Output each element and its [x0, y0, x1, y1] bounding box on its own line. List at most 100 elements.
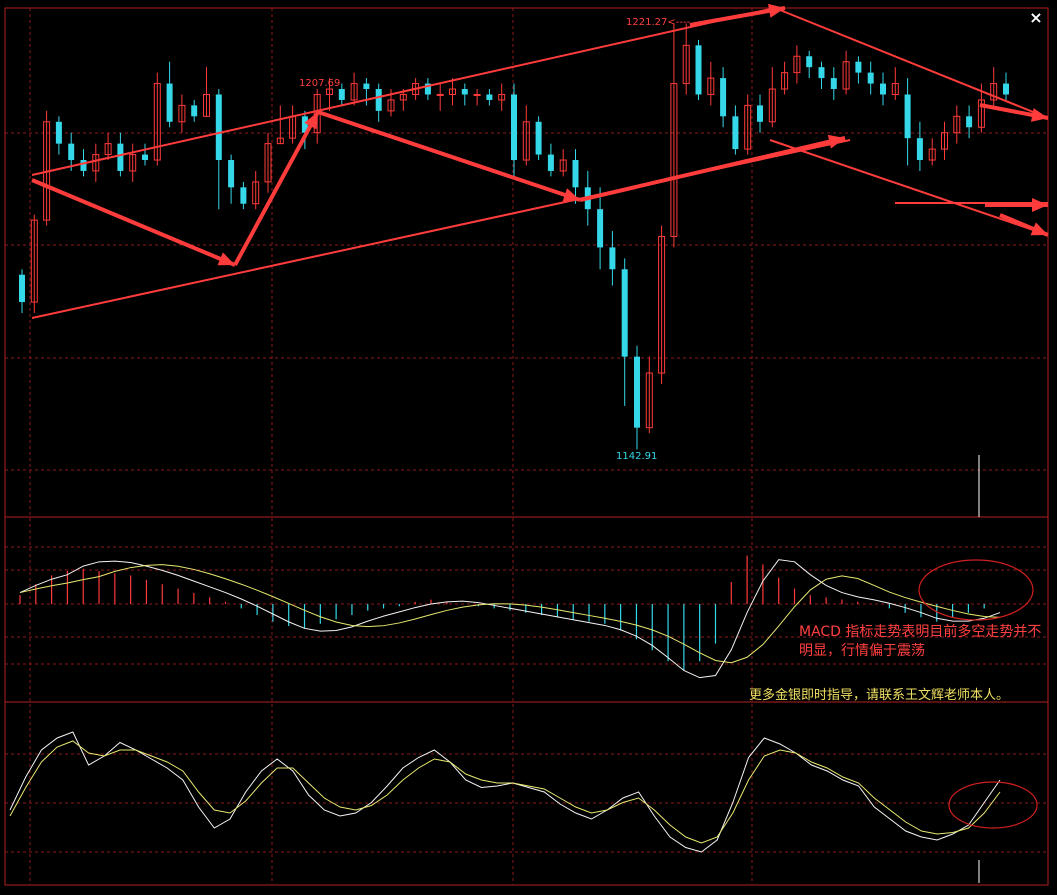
trend-arrow: [31, 178, 236, 267]
candle-body: [142, 154, 148, 161]
candle-body: [461, 89, 468, 95]
candle-body: [338, 89, 345, 100]
candle-body: [621, 269, 628, 357]
candle-body: [486, 94, 493, 100]
arrow-head: [1032, 198, 1048, 212]
price-label-high-2: 1221.27<----: [626, 17, 690, 28]
candle-body: [276, 137, 284, 145]
trend-arrow: [689, 6, 786, 27]
candle-body: [228, 160, 235, 188]
candle-body: [19, 274, 25, 303]
candle-body: [768, 88, 776, 123]
macd-annotation: MACD 指标走势表明目前多空走势并不明显，行情偏于震荡: [799, 624, 1042, 659]
candle-body: [793, 55, 801, 74]
candle-body: [682, 44, 690, 85]
arrow-head: [217, 252, 235, 266]
candle-body: [178, 104, 186, 123]
candle-body: [547, 154, 554, 171]
candle-body: [732, 116, 739, 150]
candle-body: [80, 160, 87, 171]
candle-body: [670, 83, 678, 237]
candle-body: [806, 56, 813, 68]
candle-body: [1003, 83, 1009, 95]
candle-body: [166, 83, 173, 122]
candle-body: [30, 219, 38, 303]
candle-body: [473, 93, 481, 96]
candle-body: [880, 83, 886, 95]
candle-body: [990, 83, 998, 101]
candle-body: [264, 143, 272, 183]
candle-body: [842, 61, 850, 90]
price-label-high-2-pointer: <----: [667, 17, 691, 28]
candle-body: [387, 99, 395, 112]
candle-body: [363, 83, 370, 90]
macd-dif-line: [19, 559, 1001, 679]
candle-body: [855, 61, 862, 73]
candle-body: [757, 105, 763, 122]
candle-body: [658, 235, 666, 374]
oscillator-highlight-circle: [948, 781, 1038, 829]
candle-body: [117, 143, 124, 171]
macd-highlight-circle: [918, 559, 1034, 621]
candle-body: [104, 143, 112, 156]
candle-body: [436, 93, 444, 96]
candle-body: [609, 247, 616, 270]
candle-body: [634, 356, 640, 428]
candle-body: [830, 78, 837, 90]
candle-body: [153, 83, 161, 161]
oscillator-fast-line: [9, 731, 1001, 853]
arrow-head: [304, 112, 318, 130]
trend-arrow: [579, 136, 846, 202]
candle-body: [301, 116, 308, 133]
arrow-head: [1030, 222, 1048, 236]
candle-body: [904, 94, 911, 139]
candle-body: [941, 132, 948, 150]
trend-line-down-lower: [769, 139, 1049, 236]
contact-annotation: 更多金银即时指导，请联系王文辉老师本人。: [749, 688, 1010, 703]
candle-body: [867, 72, 874, 84]
candle-body: [424, 83, 431, 95]
candle-body: [215, 94, 222, 161]
arrow-head: [562, 188, 580, 202]
candle-body: [781, 72, 789, 90]
candle-body: [966, 116, 973, 128]
arrow-head: [1030, 108, 1048, 122]
candle-body: [129, 154, 137, 172]
candle-body: [559, 159, 567, 172]
candle-body: [707, 77, 715, 95]
candle-body: [535, 121, 542, 155]
arrow-head: [768, 3, 785, 18]
candle-body: [350, 83, 358, 101]
price-label-high-1: 1207.69: [299, 78, 341, 89]
candle-body: [645, 372, 653, 429]
candle-body: [191, 105, 198, 117]
candle-body: [498, 93, 506, 101]
arrow-head: [827, 134, 845, 149]
candle-body: [916, 138, 923, 161]
price-label-low-1: 1142.91: [616, 451, 658, 462]
oscillator-slow-line: [9, 740, 1001, 844]
trend-line-down-upper: [774, 7, 1049, 119]
trend-line-upper: [31, 7, 776, 176]
price-label-high-2-value: 1221.27: [626, 17, 668, 28]
candle-body: [695, 45, 702, 95]
candle-body: [375, 89, 382, 111]
candle-body: [522, 121, 530, 161]
trend-arrow: [317, 110, 581, 202]
macd-dea-line: [19, 564, 1001, 664]
chart-frame: [4, 7, 1049, 886]
candle-body: [92, 154, 100, 172]
candle-body: [203, 93, 210, 117]
close-icon[interactable]: ×: [1029, 8, 1043, 27]
trend-arrow: [233, 111, 320, 266]
candle-body: [68, 143, 75, 161]
candle-body: [511, 94, 517, 161]
candle-body: [399, 93, 407, 101]
candle-body: [252, 181, 260, 205]
candle-body: [597, 209, 604, 248]
candle-body: [572, 160, 579, 188]
candle-body: [744, 104, 752, 150]
candle-body: [55, 121, 62, 144]
